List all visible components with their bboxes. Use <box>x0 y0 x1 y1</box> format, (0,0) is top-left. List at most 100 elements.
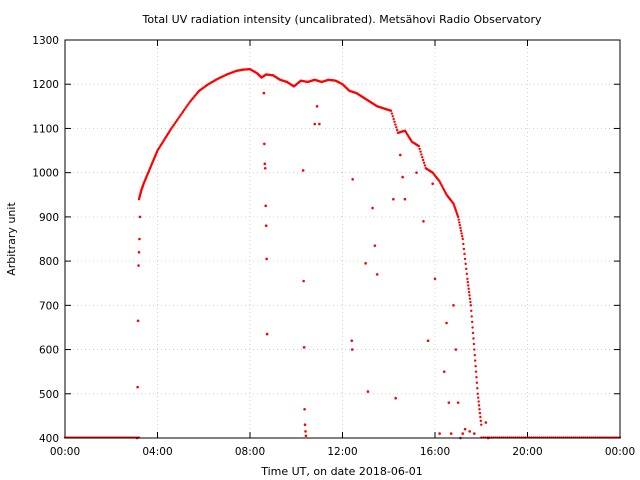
main-curve-point <box>467 287 470 290</box>
scatter-point <box>138 215 142 219</box>
main-curve-point <box>478 408 481 411</box>
y-tick-label: 800 <box>39 256 59 268</box>
y-tick-label: 600 <box>39 345 59 357</box>
main-curve-point <box>392 117 395 121</box>
scatter-point <box>403 197 407 201</box>
main-curve-point <box>458 223 462 227</box>
main-curve-point <box>390 112 394 115</box>
scatter-point <box>351 178 354 181</box>
scatter-point <box>138 237 141 241</box>
main-curve-point <box>467 290 471 294</box>
plot-frame <box>64 39 621 439</box>
scatter-point <box>445 321 448 325</box>
scatter-point <box>262 91 266 95</box>
main-curve-point <box>394 123 397 126</box>
main-curve-point <box>477 404 481 407</box>
scatter-point <box>265 332 269 336</box>
main-curve-point <box>462 247 466 251</box>
main-curve-point <box>466 280 470 284</box>
scatter-point <box>137 264 140 267</box>
main-curve-point <box>478 411 482 415</box>
main-curve-point <box>470 320 474 324</box>
x-axis-label: Time UT, on date 2018-06-01 <box>260 465 423 478</box>
y-tick-label: 400 <box>39 433 59 445</box>
main-curve-point <box>469 304 473 307</box>
main-curve-point <box>421 158 425 162</box>
main-curve-point <box>474 364 477 368</box>
main-curve-point <box>417 144 421 148</box>
x-tick-label: 20:00 <box>512 446 542 458</box>
main-curve-point <box>420 153 423 156</box>
main-curve-point <box>419 150 422 153</box>
scatter-point <box>137 250 141 254</box>
axis-ticks: 00:00 04:00 08:00 12:00 16:00 20:00 00:0040050… <box>32 35 635 458</box>
scatter-point <box>265 257 268 261</box>
main-curve-point <box>467 284 470 287</box>
scatter-point <box>350 348 354 351</box>
main-curve-point <box>463 257 467 261</box>
scatter-point <box>468 430 471 433</box>
scatter-point <box>401 175 404 179</box>
scatter-point <box>313 122 317 126</box>
main-curve-point <box>472 337 475 340</box>
scatter-point <box>373 244 377 247</box>
scatter-point <box>136 319 140 323</box>
main-curve-point <box>477 400 480 403</box>
x-tick-label: 16:00 <box>420 446 450 458</box>
main-curve-point <box>395 126 398 129</box>
main-curve-point <box>393 120 396 124</box>
y-tick-label: 1200 <box>32 79 59 91</box>
main-curve-point <box>476 387 479 390</box>
chart-title: Total UV radiation intensity (uncalibrat… <box>142 13 542 26</box>
main-curve-point <box>475 381 479 384</box>
x-tick-label: 08:00 <box>235 446 265 458</box>
y-tick-label: 1300 <box>32 35 59 47</box>
scatter-point <box>449 432 453 435</box>
scatter-point <box>431 182 434 186</box>
main-curve-point <box>457 218 460 221</box>
main-curve-point <box>473 359 477 362</box>
scatter-point <box>304 434 308 438</box>
scatter-point <box>484 421 488 424</box>
scatter-point <box>422 220 425 223</box>
main-curve-point <box>463 252 466 256</box>
main-curve-point <box>466 277 469 280</box>
scatter-point <box>392 197 395 201</box>
scatter-point <box>438 432 441 435</box>
scatter-point <box>463 427 467 431</box>
main-curve-point <box>479 415 482 419</box>
main-curve-point <box>469 300 472 304</box>
main-curve-point <box>479 419 483 423</box>
scatter-point <box>264 224 268 228</box>
scatter-point <box>318 122 321 126</box>
main-curve-point <box>456 215 460 219</box>
main-curve-point <box>458 221 461 224</box>
y-axis-label: Arbitrary unit <box>5 202 18 276</box>
scatter-point <box>263 142 266 146</box>
main-curve-point <box>459 229 463 232</box>
scatter-point <box>456 401 460 404</box>
scatter-point <box>399 153 402 157</box>
scatter-point <box>461 432 465 435</box>
scatter-point <box>454 348 458 351</box>
main-curve-point <box>474 370 478 373</box>
main-curve-point <box>462 242 465 246</box>
scatter-point <box>301 169 305 172</box>
scatter-point <box>371 206 374 210</box>
main-curve-point <box>465 272 468 276</box>
y-tick-label: 700 <box>39 300 59 312</box>
main-curve-point <box>464 262 467 266</box>
scatter-point <box>447 401 451 404</box>
main-curve-point <box>480 423 483 426</box>
scatter-point <box>415 171 418 174</box>
main-curve-point <box>422 161 426 164</box>
main-curve-point <box>423 164 427 167</box>
main-curve-point <box>459 226 462 230</box>
scatter-point <box>433 277 437 281</box>
main-curve-point <box>476 392 479 395</box>
y-tick-label: 1100 <box>32 123 59 135</box>
main-curve-point <box>470 315 473 318</box>
main-curve-point <box>465 267 468 271</box>
scatter-point <box>303 407 306 411</box>
x-tick-label: 00:00 <box>605 446 635 458</box>
